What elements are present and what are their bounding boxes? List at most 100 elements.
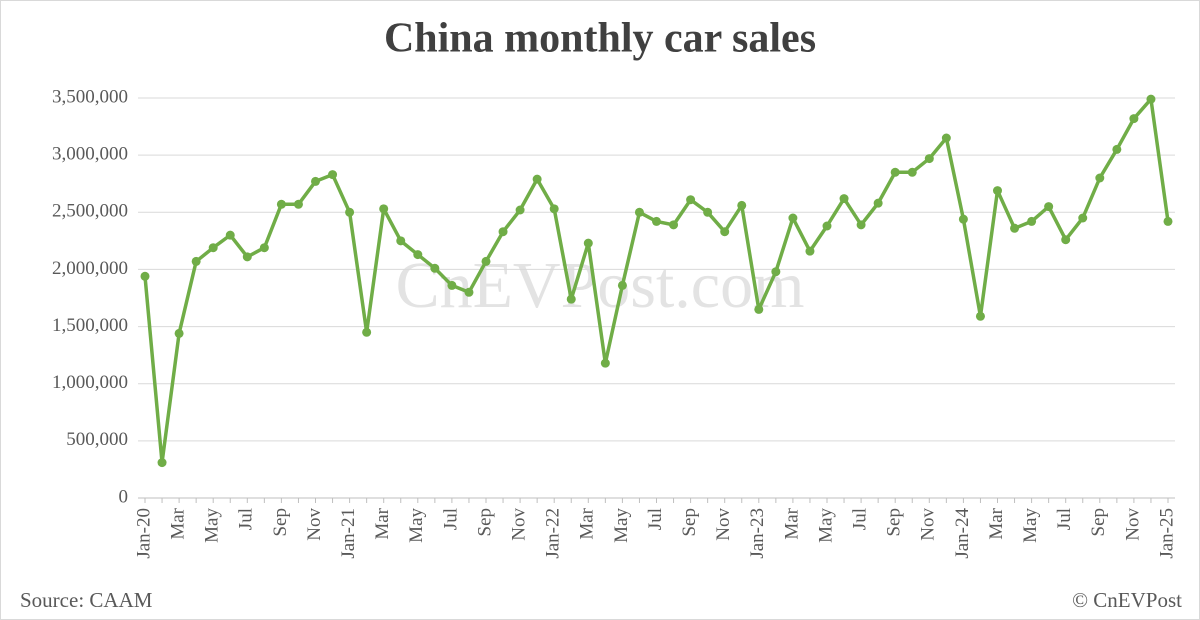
data-point — [1146, 94, 1156, 104]
data-point — [941, 133, 951, 143]
x-tick-label: May — [1020, 508, 1041, 543]
x-tick-label: Jul — [1054, 508, 1075, 530]
data-point — [600, 358, 610, 368]
data-point — [191, 256, 201, 266]
data-point — [1061, 235, 1071, 245]
watermark: CnEVPost.com — [396, 249, 805, 322]
y-tick-label: 0 — [119, 486, 129, 507]
data-point — [652, 216, 661, 226]
data-point — [1112, 144, 1122, 154]
data-point — [532, 174, 542, 184]
x-tick-label: Jul — [440, 508, 461, 530]
data-point — [1095, 173, 1105, 183]
data-point — [157, 458, 167, 468]
data-point — [873, 198, 883, 208]
data-point — [311, 176, 320, 186]
data-point — [958, 214, 968, 224]
data-point — [1163, 216, 1173, 226]
x-tick-label: Sep — [474, 508, 495, 537]
data-point — [362, 327, 372, 337]
x-tick-label: Jan-23 — [747, 508, 768, 559]
data-point — [669, 220, 679, 230]
y-tick-label: 2,500,000 — [52, 201, 128, 222]
y-tick-label: 2,000,000 — [52, 258, 128, 279]
data-point — [771, 267, 781, 277]
data-point — [430, 263, 440, 273]
x-tick-label: Jan-21 — [338, 508, 359, 559]
x-tick-label: Jan-25 — [1156, 508, 1177, 559]
y-tick-label: 3,500,000 — [52, 86, 128, 107]
x-tick-label: Nov — [508, 508, 529, 541]
x-tick-label: Mar — [781, 507, 802, 539]
x-tick-label: Mar — [577, 507, 598, 539]
x-tick-label: May — [406, 508, 427, 543]
x-tick-label: Jul — [236, 508, 257, 530]
data-point — [703, 207, 713, 217]
data-point — [907, 167, 917, 177]
data-point — [822, 221, 832, 231]
x-tick-label: May — [815, 508, 836, 543]
x-tick-label: Mar — [986, 507, 1007, 539]
y-tick-label: 1,000,000 — [52, 372, 128, 393]
x-tick-label: Nov — [713, 508, 734, 541]
data-point — [464, 287, 474, 297]
y-tick-label: 1,500,000 — [52, 315, 128, 336]
data-point — [754, 304, 764, 314]
data-point — [328, 170, 338, 180]
data-point — [549, 204, 559, 214]
x-tick-label: Mar — [372, 507, 393, 539]
x-tick-label: Jan-20 — [133, 508, 154, 559]
credit-note: © CnEVPost — [1072, 588, 1182, 612]
data-point — [242, 252, 252, 262]
data-point — [890, 167, 900, 177]
data-point — [617, 280, 627, 290]
x-tick-label: Sep — [884, 508, 905, 537]
data-point — [276, 199, 286, 209]
data-point — [481, 256, 491, 266]
x-tick-label: Nov — [1122, 508, 1143, 541]
chart-title: China monthly car sales — [384, 16, 816, 62]
data-point — [737, 200, 747, 210]
x-tick-label: Sep — [1088, 508, 1109, 537]
data-point — [345, 207, 355, 217]
y-tick-label: 3,000,000 — [52, 144, 128, 165]
data-point — [686, 195, 696, 205]
data-point — [1044, 202, 1054, 212]
data-point — [566, 294, 576, 304]
data-point — [379, 204, 389, 214]
data-point — [515, 205, 525, 215]
x-tick-label: Nov — [304, 508, 325, 541]
data-point — [1027, 216, 1037, 226]
x-tick-label: Jan-24 — [952, 508, 973, 559]
data-point — [498, 227, 508, 237]
data-point — [413, 250, 423, 260]
data-point — [140, 271, 150, 281]
y-tick-label: 500,000 — [66, 429, 128, 450]
source-note: Source: CAAM — [20, 588, 153, 612]
data-point — [293, 199, 303, 209]
data-point — [225, 230, 235, 240]
data-point — [1078, 213, 1088, 223]
x-tick-label: May — [202, 508, 223, 543]
x-tick-label: Mar — [167, 507, 188, 539]
data-point — [856, 220, 866, 230]
data-point — [720, 227, 730, 237]
x-tick-label: Jan-22 — [543, 508, 564, 559]
data-point — [1010, 223, 1020, 233]
data-point — [839, 194, 849, 204]
data-point — [788, 213, 798, 223]
x-tick-label: Nov — [918, 508, 939, 541]
data-point — [634, 207, 644, 217]
data-point — [208, 243, 218, 253]
data-point — [975, 311, 985, 321]
data-point — [805, 246, 815, 256]
data-point — [924, 154, 934, 164]
x-tick-label: Jul — [645, 508, 666, 530]
data-point — [396, 236, 406, 246]
x-tick-label: Sep — [270, 508, 291, 537]
x-tick-label: May — [611, 508, 632, 543]
data-point — [259, 243, 269, 253]
